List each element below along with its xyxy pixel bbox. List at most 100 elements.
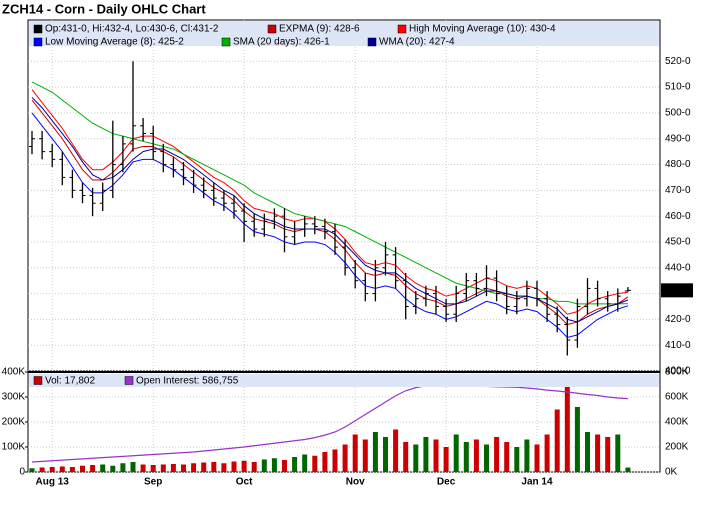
legend-box	[29, 21, 659, 46]
volume-bar	[29, 468, 35, 472]
volume-bar	[453, 434, 459, 472]
volume-bar	[372, 432, 378, 472]
plot-area	[27, 19, 661, 372]
legend-swatch	[267, 24, 277, 34]
volume-bar	[271, 458, 277, 472]
volume-bar	[241, 460, 247, 472]
volume-bar	[443, 447, 449, 472]
volume-bar	[332, 449, 338, 472]
volume-bar	[383, 437, 388, 472]
volume-bar	[120, 463, 126, 472]
legend-swatch	[33, 376, 43, 385]
volume-bar	[49, 467, 55, 472]
legend-label: Op:431-0, Hi:432-4, Lo:430-6, Cl:431-2	[45, 24, 219, 35]
volume-bar	[211, 462, 217, 472]
volume-bar	[261, 459, 267, 472]
legend-swatch	[221, 37, 231, 47]
legend-label: Open Interest: 586,755	[136, 376, 239, 387]
y-tick-label: 420-0	[665, 314, 691, 325]
volume-bar	[615, 434, 621, 472]
y-tick-label: 400K	[2, 367, 26, 378]
volume-bar	[504, 442, 510, 472]
y-tick-label: 460-0	[665, 211, 691, 222]
y2-tick-label: 600K	[665, 392, 689, 403]
volume-bar	[433, 439, 439, 472]
last-price-label: 431-2	[664, 285, 690, 296]
y-tick-label: 470-0	[665, 185, 691, 196]
moving-average-line	[31, 112, 629, 339]
legend-swatch	[397, 24, 407, 34]
legend-swatch	[33, 24, 43, 34]
volume-bar	[251, 462, 257, 472]
volume-bar	[282, 460, 287, 472]
legend-label: WMA (20): 427-4	[379, 37, 455, 48]
y-tick-label: 400-0	[665, 366, 691, 377]
volume-bar	[514, 447, 520, 472]
volume-bar	[473, 439, 479, 472]
volume-bar	[80, 465, 85, 472]
legend-label: Vol: 17,802	[45, 376, 95, 387]
volume-bar	[494, 437, 500, 472]
volume-bar	[69, 467, 75, 472]
volume-bar	[231, 461, 237, 472]
y-tick-label: 0	[19, 467, 25, 478]
y2-tick-label: 0K	[665, 467, 678, 478]
legend-label: High Moving Average (10): 430-4	[409, 24, 556, 35]
y-tick-label: 510-0	[665, 82, 691, 93]
legend-label: Low Moving Average (8): 425-2	[45, 37, 184, 48]
volume-bar	[484, 444, 489, 472]
volume-bar	[625, 467, 631, 472]
volume-bar	[352, 434, 358, 472]
y-tick-label: 100K	[2, 442, 26, 453]
volume-bar	[574, 407, 580, 472]
y-tick-label: 410-0	[665, 340, 691, 351]
volume-bar	[605, 437, 611, 472]
volume-bar	[595, 434, 601, 472]
y-tick-label: 300K	[2, 392, 26, 403]
volume-bar	[160, 464, 166, 472]
volume-bar	[130, 462, 136, 472]
x-tick-label: Nov	[346, 477, 365, 488]
x-tick-label: Sep	[144, 477, 162, 488]
x-tick-label: Dec	[437, 477, 456, 488]
open-interest-line	[31, 384, 628, 463]
legend-box	[29, 374, 659, 387]
moving-average-line	[31, 89, 628, 315]
volume-bar	[544, 434, 550, 472]
volume-bar	[362, 439, 368, 472]
volume-bar	[110, 465, 116, 472]
y2-tick-label: 400K	[665, 417, 689, 428]
volume-bar	[403, 442, 409, 472]
y-tick-label: 500-0	[665, 108, 691, 119]
chart-title: ZCH14 - Corn - Daily OHLC Chart	[2, 1, 206, 16]
volume-bar	[140, 464, 146, 472]
volume-bar	[59, 466, 65, 472]
volume-bar	[221, 463, 227, 472]
volume-bar	[524, 439, 530, 472]
volume-bar	[393, 429, 399, 472]
volume-bar	[292, 457, 298, 472]
volume-bar	[423, 437, 429, 472]
volume-bar	[342, 444, 348, 472]
volume-bar	[100, 464, 106, 472]
volume-bar	[201, 462, 207, 472]
volume-bar	[554, 409, 560, 472]
volume-bar	[191, 463, 197, 472]
y-tick-label: 490-0	[665, 133, 691, 144]
x-tick-label: Aug 13	[36, 477, 70, 488]
y-tick-label: 520-0	[665, 56, 691, 67]
volume-bar	[312, 455, 318, 472]
volume-bar	[150, 465, 156, 472]
volume-bar	[413, 444, 419, 472]
legend-label: SMA (20 days): 426-1	[233, 37, 330, 48]
volume-bar	[302, 454, 308, 472]
y2-tick-label: 200K	[665, 442, 689, 453]
y-tick-label: 440-0	[665, 262, 691, 273]
volume-bar	[463, 442, 469, 472]
x-tick-label: Jan 14	[521, 477, 553, 488]
y2-tick-label: 800K	[665, 367, 689, 378]
volume-bar	[585, 432, 590, 472]
y-tick-label: 200K	[2, 417, 26, 428]
volume-bar	[90, 465, 96, 472]
